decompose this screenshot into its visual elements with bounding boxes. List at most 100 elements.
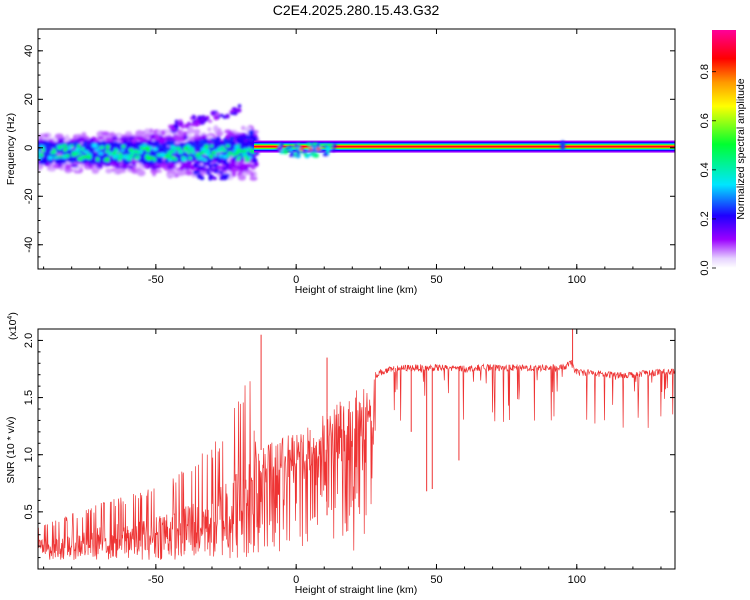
spectrogram-cell bbox=[229, 145, 235, 150]
spectrogram-cell bbox=[61, 154, 68, 159]
snr-frame bbox=[37, 328, 676, 570]
y-tick-label: 0 bbox=[23, 145, 35, 151]
snr-scale-exponent: 4 bbox=[7, 316, 14, 320]
spectrogram-cell bbox=[205, 115, 210, 121]
spectrogram-cell bbox=[251, 136, 259, 142]
x-tick-label: 0 bbox=[293, 574, 299, 586]
spectrogram-cell bbox=[161, 143, 166, 147]
spectrogram-cell bbox=[145, 145, 151, 151]
x-tick-label: 100 bbox=[568, 274, 586, 286]
spectrogram-cell bbox=[183, 135, 189, 141]
spectrogram-cell bbox=[331, 148, 336, 152]
colorbar-gradient bbox=[712, 30, 736, 268]
spectrogram-cell bbox=[224, 176, 229, 180]
spectrogram-cell bbox=[108, 152, 113, 157]
x-tick-label: 50 bbox=[430, 274, 442, 286]
spectrogram-cell bbox=[96, 162, 104, 169]
spectrogram-cell bbox=[248, 129, 255, 136]
spectrogram-cell bbox=[218, 170, 224, 175]
spectrogram-cell bbox=[316, 142, 321, 148]
spectrogram-cell bbox=[241, 149, 247, 153]
spectrogram-cell bbox=[149, 146, 153, 150]
spectrogram-ylabel: Frequency (Hz) bbox=[5, 113, 17, 185]
spectrogram-cell bbox=[207, 127, 212, 132]
spectrogram-cell bbox=[289, 148, 294, 152]
spectrogram-cell bbox=[224, 134, 231, 139]
snr-scale-note: (x104) bbox=[7, 312, 19, 340]
spectrogram-cell bbox=[243, 155, 249, 158]
spectrogram-cell bbox=[170, 145, 175, 149]
colorbar: 0.0 0.2 0.4 0.6 0.8 Normalized spectral ampl… bbox=[699, 30, 747, 276]
spectrogram-cell bbox=[128, 148, 134, 152]
spectrogram-cell bbox=[279, 150, 284, 154]
spectrogram-cell bbox=[192, 115, 196, 120]
snr-xlabel: Height of straight line (km) bbox=[295, 584, 418, 596]
spectrogram-cell bbox=[219, 113, 224, 117]
spectrogram-cell bbox=[230, 111, 236, 115]
colorbar-tick-label: 0.0 bbox=[699, 260, 711, 275]
spectrogram-cell bbox=[82, 141, 87, 147]
spectrogram-cell bbox=[210, 138, 215, 143]
spectrogram-cell bbox=[148, 128, 154, 134]
spectrogram-cell bbox=[179, 166, 185, 172]
spectrogram-cell bbox=[302, 150, 306, 154]
spectrogram-cell bbox=[111, 151, 117, 156]
spectrogram-cell bbox=[237, 104, 242, 108]
spectrogram-cell bbox=[150, 164, 158, 171]
spectrogram-cell bbox=[191, 149, 195, 155]
spectrogram-cell bbox=[219, 141, 226, 148]
spectrogram-cell bbox=[306, 142, 311, 147]
colorbar-tick-label: 0.4 bbox=[699, 162, 711, 177]
spectrogram-cell bbox=[293, 144, 299, 148]
spectrogram-cell bbox=[114, 165, 122, 169]
spectrogram-cell bbox=[187, 126, 194, 133]
spectrogram-cell bbox=[146, 149, 151, 153]
spectrogram-cell bbox=[48, 167, 56, 172]
spectrogram-cell bbox=[175, 153, 182, 158]
spectrogram-cell bbox=[112, 154, 118, 160]
spectrogram-cell bbox=[194, 169, 201, 174]
snr-scale-base: x10 bbox=[7, 319, 19, 336]
spectrogram-cell bbox=[86, 147, 92, 152]
spectrogram-cell bbox=[213, 125, 219, 133]
snr-line bbox=[38, 359, 675, 560]
spectrogram-cell bbox=[279, 142, 284, 147]
spectrogram-cell bbox=[50, 150, 57, 155]
spectrogram-cell bbox=[38, 166, 42, 172]
spectrogram-cell bbox=[213, 154, 218, 157]
spectrogram-cell bbox=[126, 141, 133, 146]
spectrogram-cell bbox=[54, 133, 64, 140]
spectrogram-xlabel: Height of straight line (km) bbox=[295, 284, 418, 296]
y-tick-label: 0.5 bbox=[23, 504, 35, 519]
spectrogram-cell bbox=[173, 123, 179, 129]
spectrogram-cell bbox=[205, 171, 211, 175]
spectrogram-cell bbox=[237, 140, 243, 146]
spectrogram-cell bbox=[41, 147, 46, 153]
spectrogram-cell bbox=[167, 164, 172, 170]
snr-content bbox=[38, 329, 675, 560]
x-tick-label: -50 bbox=[148, 574, 164, 586]
spectrogram-cell bbox=[101, 131, 110, 136]
spectrogram-y-axis: -40 -20 0 20 40 bbox=[23, 38, 675, 270]
spectrogram-x-axis: -50 0 50 100 bbox=[43, 29, 662, 286]
spectrogram-cell bbox=[104, 163, 112, 167]
spectrogram-cell bbox=[249, 176, 258, 181]
spectrogram-cell bbox=[53, 156, 59, 159]
spectrogram-cell bbox=[166, 142, 173, 146]
spectrogram-cell bbox=[225, 113, 230, 119]
spectrogram-cell bbox=[296, 151, 301, 156]
snr-x-axis: -50 0 50 100 bbox=[43, 329, 662, 586]
spectrogram-cell bbox=[239, 163, 247, 169]
spectrogram-cell bbox=[197, 165, 203, 170]
snr-panel: -50 0 50 100 0.5 1.0 1.5 2.0 Height of straigh… bbox=[5, 312, 676, 596]
spectrogram-cell bbox=[68, 145, 72, 150]
spectrogram-cell bbox=[234, 145, 239, 149]
spectrogram-cell bbox=[108, 141, 115, 145]
spectrogram-cell bbox=[187, 150, 191, 155]
colorbar-ticks: 0.0 0.2 0.4 0.6 0.8 bbox=[699, 64, 716, 276]
spectrogram-cell bbox=[95, 157, 100, 162]
spectrogram-cell bbox=[178, 149, 183, 154]
spectrogram-cell bbox=[231, 140, 236, 145]
y-tick-label: 40 bbox=[23, 45, 35, 57]
spectrogram-cell bbox=[183, 146, 189, 151]
